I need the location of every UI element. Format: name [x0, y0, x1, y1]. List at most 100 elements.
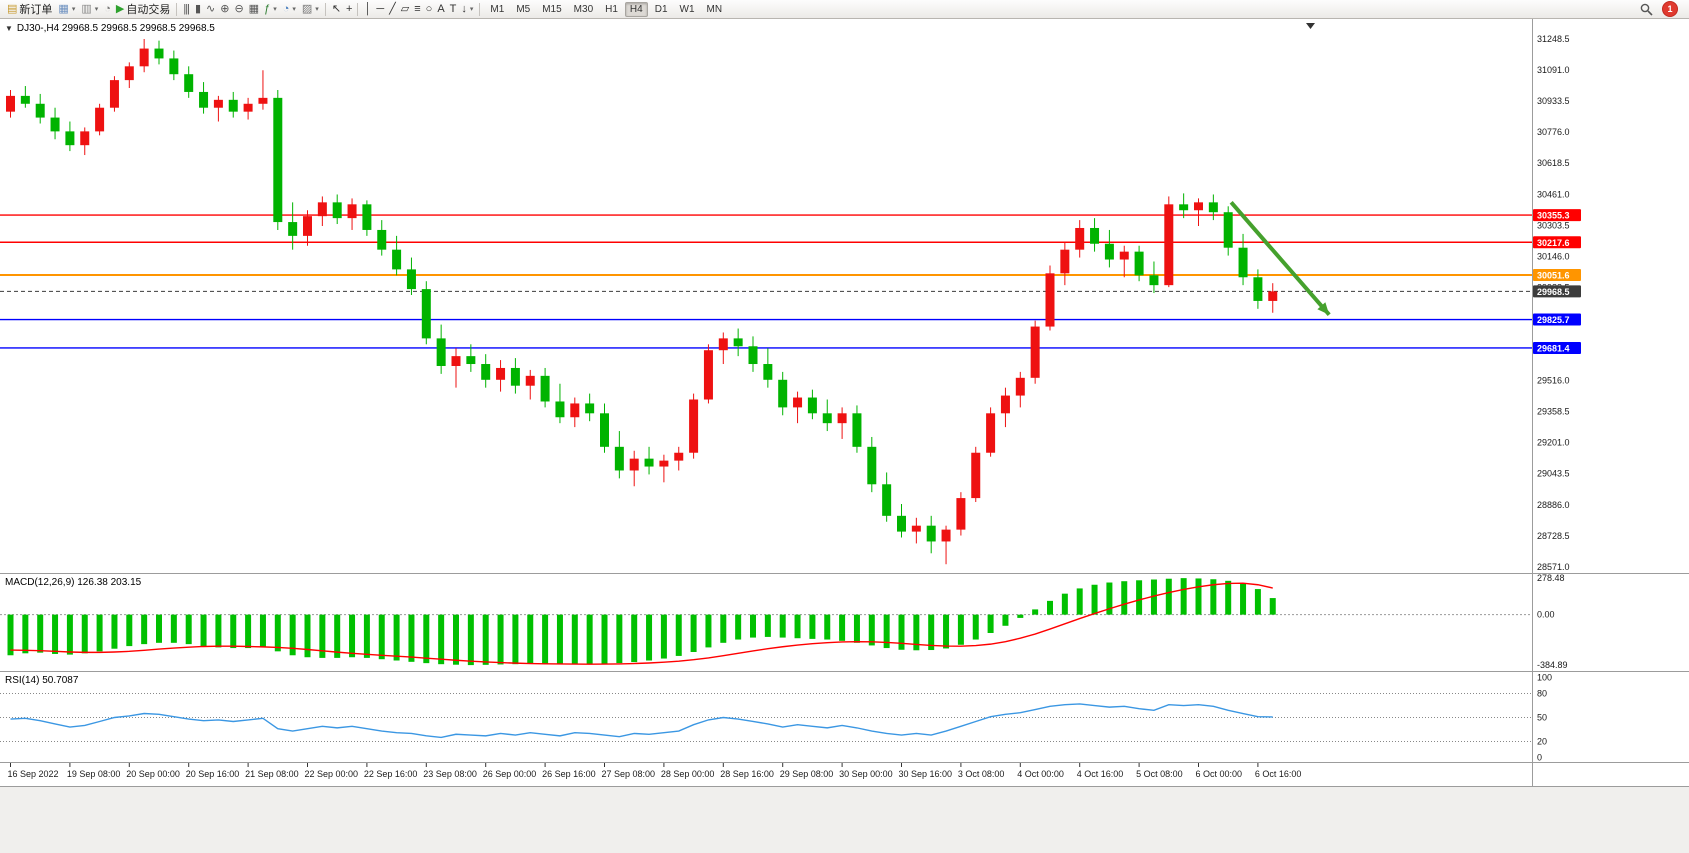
macd-histogram-bar — [675, 614, 682, 656]
channel-button[interactable]: ▱ — [398, 1, 411, 18]
shapes-icon: ○ — [425, 3, 433, 15]
macd-histogram-bar — [764, 614, 771, 637]
candle-body — [659, 460, 669, 467]
symbol-dropdown-icon[interactable]: ▼ — [5, 24, 13, 33]
time-axis: 16 Sep 2022 19 Sep 08:00 20 Sep 00:00 20 Se… — [8, 763, 1301, 779]
candles-chart-button[interactable]: ▮ — [192, 1, 203, 18]
new-order-button-label: 新订单 — [19, 4, 53, 16]
macd-histogram-bar — [1180, 578, 1187, 615]
candle-body — [154, 48, 164, 59]
timeframe-button-h4[interactable]: H4 — [624, 1, 648, 17]
candle-body — [199, 91, 209, 108]
chart-window-button[interactable]: ▦ ▾ — [55, 1, 78, 18]
crosshair-button[interactable]: + — [343, 1, 354, 18]
candle-body — [421, 289, 431, 339]
macd-signal-line — [10, 582, 1273, 665]
macd-histogram-bar — [839, 614, 846, 641]
fibonacci-button[interactable]: ≡ — [411, 1, 422, 18]
trend-arrow-annotation — [1229, 201, 1331, 317]
timeframe-button-mn[interactable]: MN — [706, 3, 723, 15]
notification-badge[interactable]: 1 — [1663, 2, 1677, 16]
timeframe-button-m15[interactable]: M15 — [542, 3, 562, 15]
bars-chart-button[interactable]: ||| — [180, 1, 192, 18]
candle-body — [213, 99, 223, 108]
vertical-line-button[interactable]: │ — [361, 1, 373, 18]
timeframe-toolbar: M1 M5 M15 M30 H1 H4 D1 W1 MN — [484, 1, 728, 17]
candle-body — [1134, 251, 1144, 276]
alerts-button[interactable]: ◔ — [101, 1, 113, 18]
y-axis-label: 30303.5 — [1537, 220, 1570, 230]
indicators-button[interactable]: ƒ ▾ — [261, 1, 280, 18]
price-tag: 29681.4 — [1533, 341, 1581, 354]
candle-body — [228, 99, 238, 112]
timeframe-button-h1[interactable]: H1 — [605, 3, 618, 15]
macd-axis-label: -384.89 — [1537, 660, 1568, 670]
macd-histogram-bar — [497, 614, 504, 665]
macd-histogram-bar — [1136, 580, 1143, 615]
autotrade-button[interactable]: ▶ 自动交易 — [113, 1, 173, 18]
macd-histogram-bar — [1032, 609, 1039, 615]
candle-body — [644, 458, 654, 467]
macd-histogram-bar — [750, 614, 756, 638]
caret-down-icon: ▾ — [292, 6, 296, 13]
candle-body — [570, 403, 580, 418]
macd-histogram-bar — [1210, 579, 1217, 615]
macd-histogram-bar — [453, 614, 459, 665]
x-axis-label: 22 Sep 00:00 — [305, 769, 359, 779]
macd-histogram-bar — [1225, 580, 1232, 615]
macd-pane: 278.48 0.00 -384.89 — [0, 573, 1568, 670]
y-axis-label: 30461.0 — [1537, 189, 1570, 199]
macd-histogram-bar — [616, 614, 623, 664]
text-label-button[interactable]: T — [447, 1, 459, 18]
timeframe-button-w1[interactable]: W1 — [679, 3, 695, 15]
bottom-area — [0, 787, 1689, 853]
caret-down-icon: ▾ — [315, 6, 319, 13]
y-axis-label: 29043.5 — [1537, 469, 1570, 479]
zoom-in-button[interactable]: ⊕ — [217, 1, 231, 18]
text-button[interactable]: A — [434, 1, 446, 18]
macd-histogram-bar — [690, 614, 697, 652]
candle-body — [65, 131, 75, 146]
chart-window-icon: ▦ — [58, 3, 68, 15]
candle-body — [332, 202, 342, 219]
profiles-button[interactable]: ▥ ▾ — [78, 1, 101, 18]
templates-button[interactable]: ▨ ▾ — [299, 1, 322, 18]
timeframe-button-m5[interactable]: M5 — [516, 3, 531, 15]
periods-button[interactable]: ◔ ▾ — [280, 1, 299, 18]
price-tag: 29968.5 — [1533, 285, 1581, 298]
x-axis-label: 3 Oct 08:00 — [958, 769, 1005, 779]
macd-histogram-bar — [482, 614, 489, 665]
timeframe-button-d1[interactable]: D1 — [654, 3, 668, 15]
macd-histogram-bar — [126, 614, 133, 647]
candle-body — [703, 350, 713, 400]
candle-body — [793, 397, 803, 408]
candle-body — [347, 204, 357, 219]
candle-body — [837, 413, 847, 424]
cursor-button[interactable]: ↖ — [329, 1, 343, 18]
macd-histogram-bar — [1047, 600, 1053, 615]
line-chart-button[interactable]: ∿ — [203, 1, 217, 18]
macd-histogram-bar — [660, 614, 667, 659]
rsi-indicator-label: RSI(14) 50.7087 — [5, 675, 79, 686]
search-icon[interactable] — [1640, 3, 1653, 16]
candle-body — [169, 58, 179, 75]
zoom-out-button[interactable]: ⊖ — [231, 1, 245, 18]
candle-body — [451, 356, 461, 366]
arrows-button[interactable]: ↓ ▾ — [458, 1, 476, 18]
candle-body — [1253, 277, 1263, 301]
arrow-down-icon: ↓ — [461, 3, 466, 15]
price-tag-label: 29825.7 — [1537, 315, 1570, 325]
price-tag: 30355.3 — [1533, 209, 1581, 222]
candle-body — [243, 103, 253, 112]
shapes-button[interactable]: ○ — [423, 1, 435, 18]
timeframe-button-m1[interactable]: M1 — [490, 3, 505, 15]
macd-histogram-bar — [22, 614, 29, 654]
timeframe-button-m30[interactable]: M30 — [573, 3, 594, 15]
candle-body — [733, 338, 743, 347]
new-order-button[interactable]: ▤ 新订单 — [4, 1, 55, 18]
trendline-button[interactable]: ╱ — [386, 1, 398, 18]
candle-body — [139, 48, 149, 67]
tile-windows-button[interactable]: ▦ — [246, 1, 261, 18]
horizontal-line-button[interactable]: ─ — [373, 1, 386, 18]
macd-histogram-bar — [735, 614, 742, 640]
